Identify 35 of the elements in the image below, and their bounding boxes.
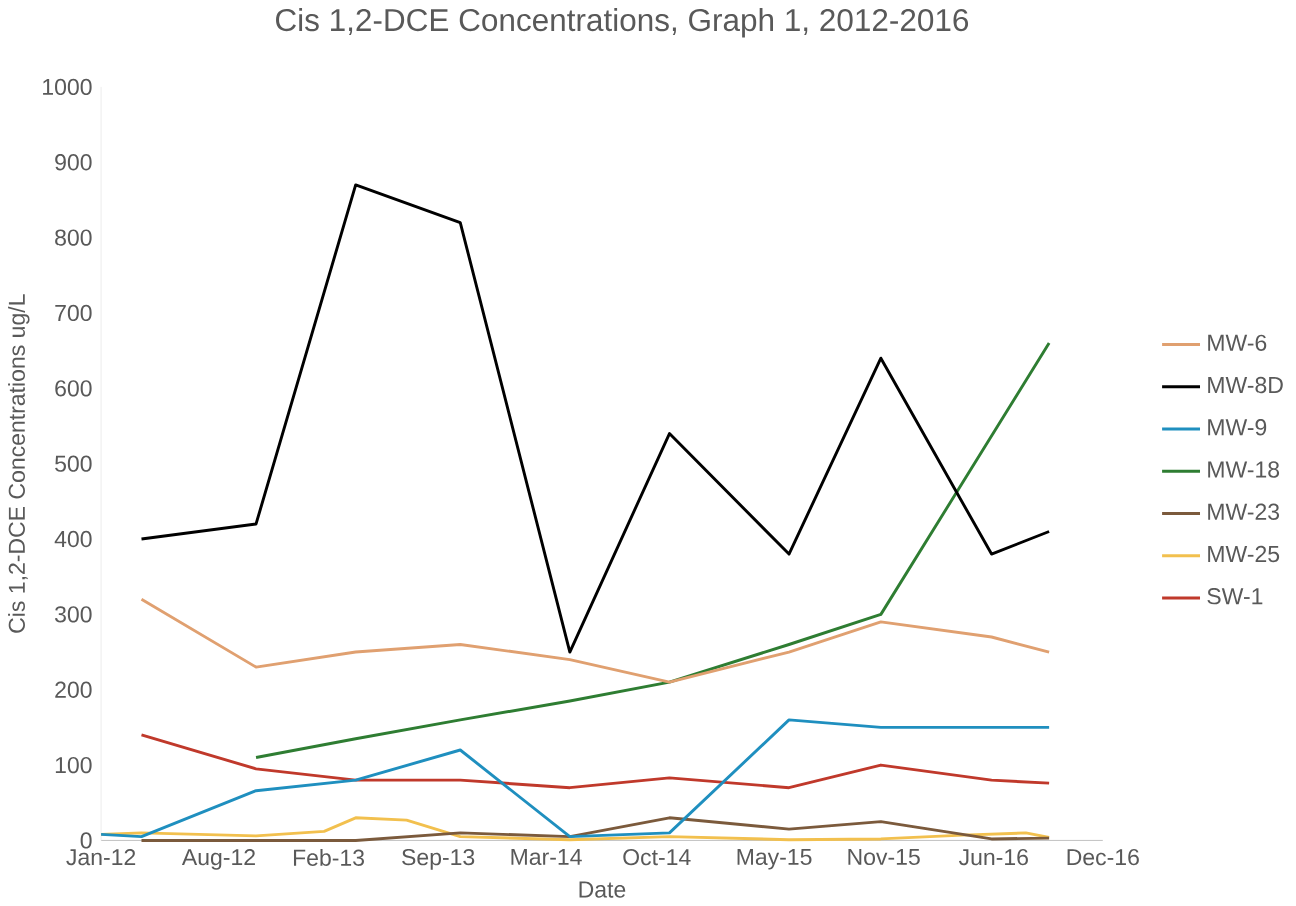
line-series bbox=[254, 341, 1051, 760]
legend-label: MW-8D bbox=[1208, 376, 1283, 394]
y-tick-label: 0 bbox=[80, 832, 92, 849]
legend-label: MW-23 bbox=[1208, 503, 1280, 520]
line-series bbox=[140, 733, 1051, 790]
y-tick-label: 700 bbox=[55, 304, 92, 322]
y-tick-label: 500 bbox=[55, 455, 92, 472]
x-tick-label: Mar-14 bbox=[511, 849, 582, 866]
chart-title: Cis 1,2-DCE Concentrations, Graph 1, 2012-2016 bbox=[276, 8, 969, 38]
legend-label: MW-18 bbox=[1208, 461, 1280, 478]
x-tick-label: Oct-14 bbox=[623, 849, 691, 866]
y-tick-label: 1000 bbox=[43, 78, 92, 96]
legend-label: SW-1 bbox=[1207, 588, 1263, 605]
y-axis-title: Cis 1,2-DCE Concentrations ug/L bbox=[8, 294, 30, 633]
y-tick-label: 300 bbox=[55, 606, 92, 623]
y-tick-label: 900 bbox=[55, 154, 92, 171]
x-axis-title: Date bbox=[579, 881, 626, 898]
x-tick-label: May-15 bbox=[737, 849, 812, 870]
legend-label: MW-6 bbox=[1208, 334, 1267, 352]
line-series bbox=[140, 597, 1051, 684]
y-tick-label: 100 bbox=[55, 757, 92, 774]
x-tick-label: Nov-15 bbox=[848, 849, 920, 866]
x-tick-label: Jun-16 bbox=[958, 849, 1028, 866]
y-tick-label: 400 bbox=[54, 530, 92, 548]
y-tick-label: 800 bbox=[55, 229, 92, 246]
legend-label: MW-25 bbox=[1208, 545, 1280, 563]
legend-label: MW-9 bbox=[1208, 419, 1267, 436]
x-tick-label: Dec-16 bbox=[1067, 849, 1139, 866]
y-tick-label: 600 bbox=[55, 380, 92, 397]
x-tick-label: Feb-13 bbox=[293, 849, 364, 867]
line-series bbox=[140, 183, 1051, 654]
y-tick-label: 200 bbox=[55, 681, 92, 698]
x-tick-label: Jan-12 bbox=[66, 849, 136, 866]
x-tick-label: Aug-12 bbox=[181, 849, 255, 870]
x-tick-label: Sep-13 bbox=[402, 849, 475, 870]
